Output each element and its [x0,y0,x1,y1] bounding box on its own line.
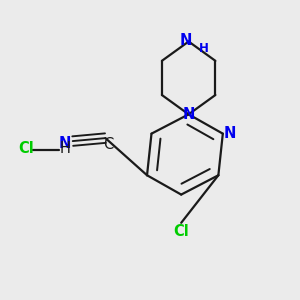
Text: Cl: Cl [18,141,34,156]
Text: H: H [199,42,209,55]
Text: C: C [103,137,113,152]
Text: N: N [180,32,192,47]
Text: Cl: Cl [173,224,189,239]
Text: N: N [224,126,236,141]
Text: N: N [182,107,195,122]
Text: N: N [59,136,71,151]
Text: H: H [59,141,70,156]
